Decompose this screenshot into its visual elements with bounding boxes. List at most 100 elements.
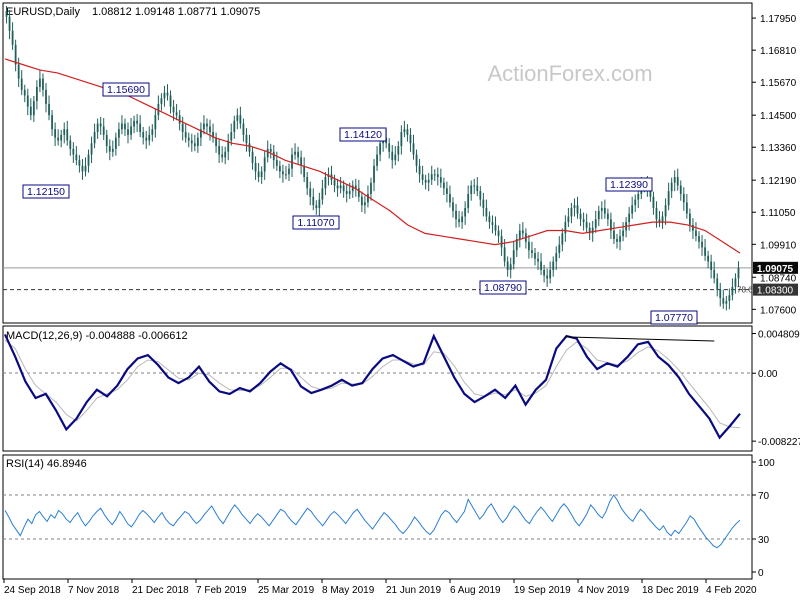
price-axis-tags: 1.09075 1.08300 78.6 (737, 261, 798, 297)
candle-body (473, 185, 476, 187)
candle-body (509, 264, 512, 270)
candle-body (236, 115, 239, 121)
rsi-panel-frame (2, 454, 753, 580)
candle-body (430, 174, 433, 180)
candle-body (558, 244, 561, 254)
date-tick-label: 21 Jun 2019 (386, 585, 441, 596)
date-tick-label: 21 Dec 2018 (132, 585, 189, 596)
candle-body (515, 238, 518, 251)
date-tick-label: 6 Aug 2019 (450, 585, 501, 596)
price-annotations: 1.15690 1.12150 1.14120 1.11070 1.08790 1.123… (22, 82, 698, 325)
candle-body (272, 151, 275, 161)
candle-body (540, 261, 542, 270)
date-tick-label: 8 May 2019 (322, 585, 375, 596)
candle-body (5, 11, 8, 17)
candle-body (652, 196, 655, 209)
candle-body (673, 177, 676, 183)
candle-body (600, 208, 603, 211)
date-tick-label: 18 Dec 2019 (642, 585, 699, 596)
candle-body (81, 165, 84, 172)
candle-body (51, 115, 53, 130)
candle-body (619, 236, 621, 242)
candle-body (685, 202, 688, 214)
candle-body (682, 193, 685, 203)
swing-price-label-box (339, 127, 387, 142)
candle-body (415, 154, 418, 166)
candle-body (360, 196, 363, 206)
date-tick-label: 19 Sep 2019 (514, 585, 571, 596)
macd-divergence-trendline (565, 336, 715, 342)
candle-body (546, 275, 549, 279)
candle-body (300, 157, 303, 166)
candle-body (306, 177, 309, 189)
candle-body (148, 134, 151, 141)
candle-body (433, 174, 436, 176)
candle-body (139, 123, 142, 133)
candle-body (616, 238, 618, 242)
candle-body (151, 129, 154, 135)
candle-body (461, 216, 463, 223)
candle-body (342, 185, 345, 192)
candle-body (57, 137, 60, 141)
candle-body (713, 269, 716, 279)
candle-body (303, 165, 306, 178)
candle-body (585, 222, 588, 228)
price-tick-label: 1.11050 (760, 208, 796, 219)
candle-body (105, 134, 108, 147)
candle-body (239, 115, 242, 124)
rsi-tick-label: 100 (758, 458, 775, 469)
candle-body (266, 148, 269, 158)
candle-body (48, 103, 50, 116)
candle-body (154, 115, 157, 130)
price-tick-label: 1.12190 (760, 176, 797, 187)
candle-body (379, 143, 381, 155)
candle-body (455, 210, 457, 220)
candle-body (521, 230, 524, 234)
swing-price-label: 1.14120 (344, 129, 382, 141)
candle-body (212, 132, 214, 138)
macd-panel: MACD(12,26,9) -0.004888 -0.006612 0.0048… (2, 325, 800, 452)
date-tick-label: 24 Sep 2018 (4, 585, 61, 596)
candle-body (130, 126, 132, 135)
candle-body (424, 179, 427, 183)
candle-body (190, 140, 193, 144)
date-axis: 24 Sep 2018 7 Nov 2018 21 Dec 2018 7 Feb 20… (3, 579, 757, 596)
candle-body (136, 120, 139, 124)
candle-body (124, 123, 126, 130)
candle-body (485, 208, 488, 217)
candle-body (257, 171, 260, 178)
candle-body (193, 143, 196, 147)
candle-body (543, 269, 546, 276)
price-tick-label: 1.08740 (760, 273, 797, 284)
candle-body (512, 250, 515, 265)
candle-body (285, 174, 287, 176)
date-tick-label: 25 Mar 2019 (258, 585, 315, 596)
candle-body (87, 154, 90, 166)
date-tick-label: 7 Nov 2018 (68, 585, 120, 596)
candle-body (676, 177, 679, 186)
candle-body (242, 123, 245, 135)
candle-body (576, 205, 579, 214)
candle-body (111, 148, 114, 152)
candle-body (269, 148, 272, 152)
candle-body (737, 267, 740, 279)
candle-body (187, 137, 190, 141)
current-price-tag-box (753, 261, 798, 274)
rsi-tick-label: 30 (758, 535, 770, 546)
date-tick-label: 4 Feb 2020 (706, 585, 757, 596)
candle-body (199, 129, 202, 138)
candle-body (60, 134, 63, 141)
candle-body (297, 151, 299, 158)
candle-body (528, 241, 530, 251)
price-panel: EURUSD,Daily 1.08812 1.09148 1.08771 1.0… (2, 2, 798, 325)
swing-price-label-box (102, 82, 150, 97)
candle-body (394, 154, 397, 161)
price-tick-label: 1.13360 (760, 143, 797, 154)
swing-price-label: 1.12150 (27, 186, 65, 198)
date-tick-label: 4 Nov 2019 (578, 585, 630, 596)
candle-body (567, 216, 570, 223)
candle-body (93, 132, 96, 144)
swing-price-label-box (605, 177, 653, 192)
candle-body (209, 126, 211, 133)
